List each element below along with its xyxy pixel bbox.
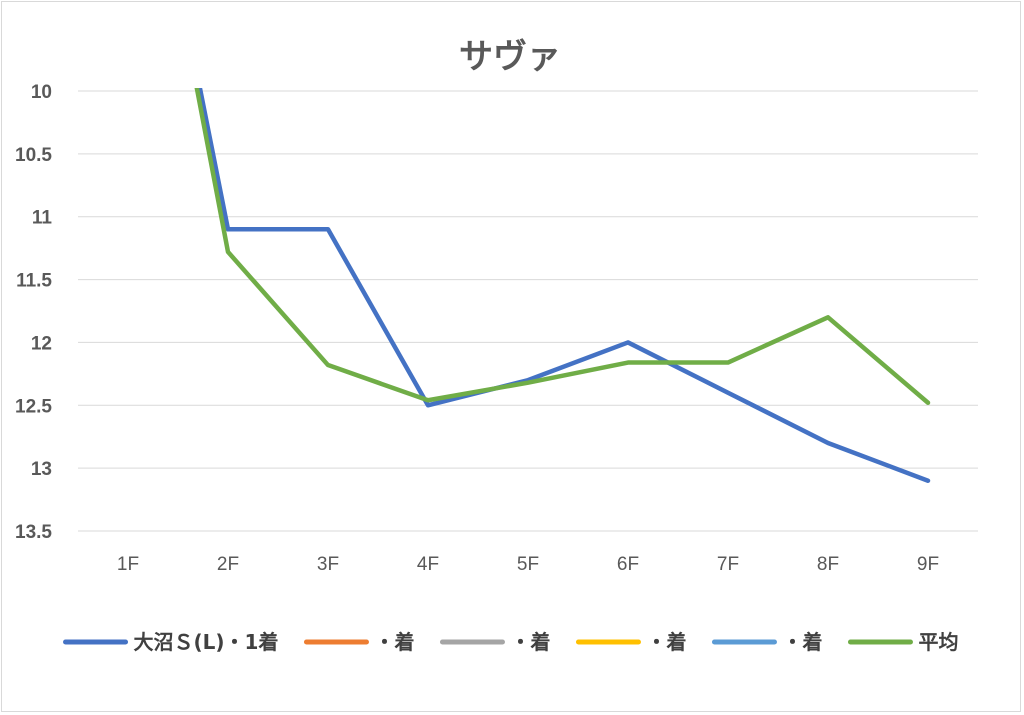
legend-item: 平均 [847, 630, 958, 654]
y-tick-label: 13 [31, 459, 52, 480]
series-line-5 [194, 88, 931, 406]
chart-title: サヴァ [459, 37, 561, 77]
x-tick-label: 1F [117, 554, 139, 575]
x-tick-label: 9F [917, 554, 939, 575]
legend-label: 大沼Ｓ(L)・1着 [134, 630, 279, 654]
grid-lines [78, 90, 978, 532]
x-tick-label: 5F [517, 554, 539, 575]
x-tick-label: 3F [317, 554, 339, 575]
y-tick-label: 10.5 [15, 145, 52, 166]
x-tick-label: 4F [417, 554, 439, 575]
legend-label: ・着 [510, 630, 550, 654]
legend-item: 大沼Ｓ(L)・1着 [63, 630, 279, 654]
y-axis-ticks: 10 10.5 11 11.5 12 12.5 13 13.5 [15, 82, 52, 543]
legend-item: ・着 [303, 630, 414, 654]
x-tick-label: 2F [217, 554, 239, 575]
y-tick-label: 12 [31, 333, 52, 354]
y-tick-label: 11.5 [16, 271, 52, 292]
y-tick-label: 12.5 [15, 396, 52, 417]
x-axis-ticks: 1F 2F 3F 4F 5F 6F 7F 8F 9F [117, 554, 939, 575]
y-tick-label: 10 [31, 82, 52, 103]
x-tick-label: 7F [717, 554, 739, 575]
legend-label: ・着 [782, 630, 822, 654]
x-tick-label: 8F [817, 554, 839, 575]
y-tick-label: 13.5 [15, 522, 52, 543]
legend-item: ・着 [575, 630, 686, 654]
series-lines [194, 88, 931, 483]
legend: 大沼Ｓ(L)・1着 ・着 ・着 ・着 ・着 平均 [63, 630, 958, 654]
legend-item: ・着 [439, 630, 550, 654]
legend-label: ・着 [374, 630, 414, 654]
legend-label: 平均 [918, 630, 958, 654]
y-tick-label: 11 [32, 208, 53, 229]
series-line-0 [197, 88, 931, 483]
legend-item: ・着 [711, 630, 822, 654]
x-tick-label: 6F [617, 554, 639, 575]
legend-label: ・着 [646, 630, 686, 654]
